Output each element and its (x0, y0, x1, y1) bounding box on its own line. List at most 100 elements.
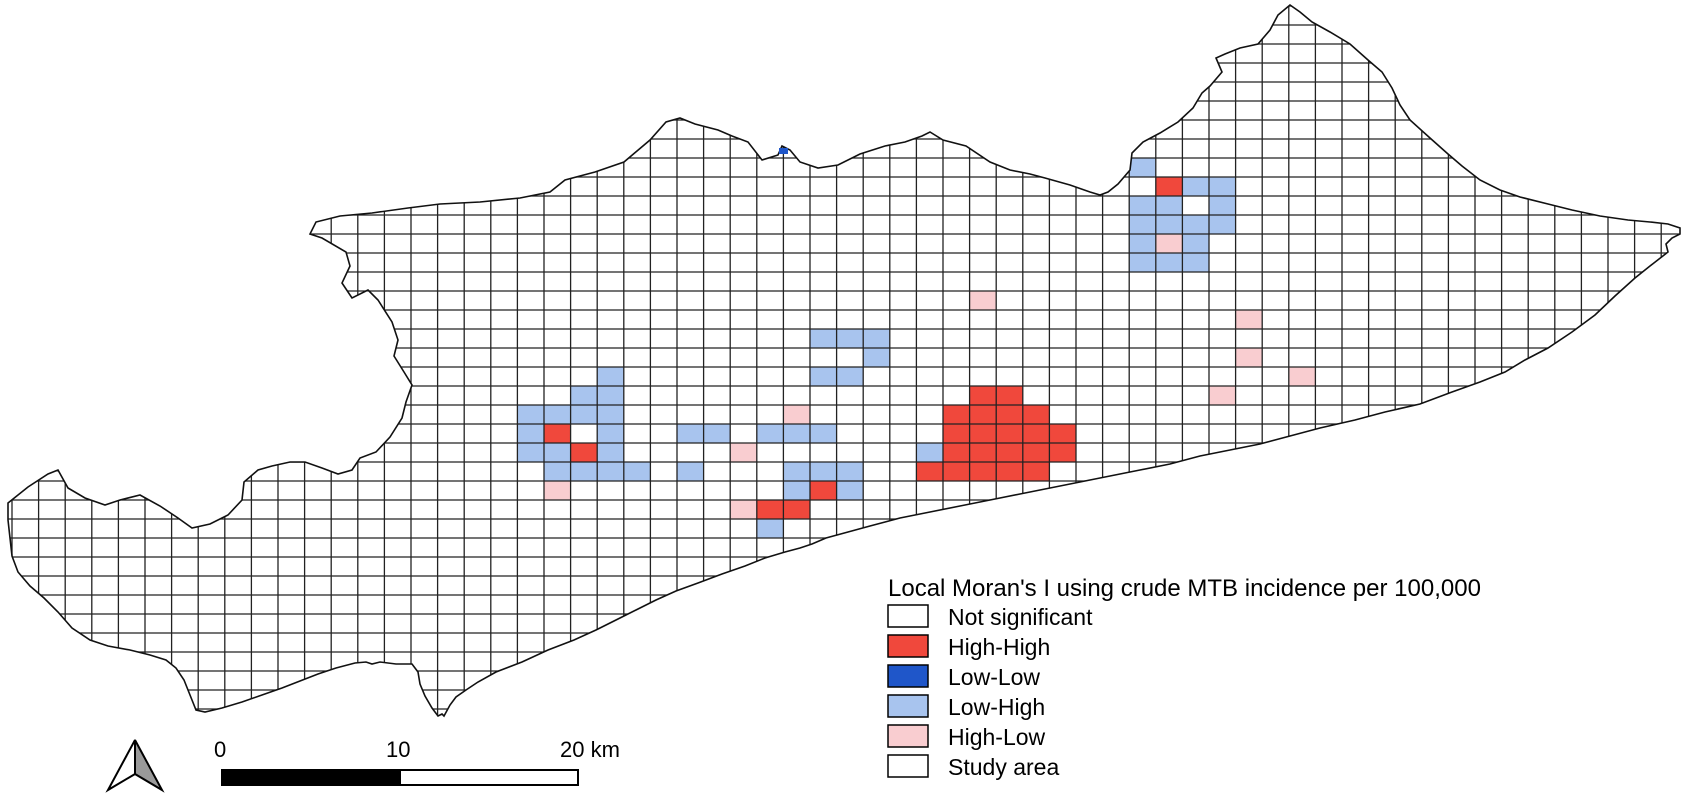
cluster-cell-hh (969, 405, 997, 424)
cluster-cell-lh (810, 367, 837, 386)
legend-label: High-Low (948, 724, 1046, 750)
cluster-cell-lh (544, 462, 571, 481)
cluster-cell-hh (943, 405, 970, 424)
cluster-cell-hh (783, 500, 810, 519)
cluster-cell-lh (1182, 177, 1209, 196)
cluster-cell-lh (836, 481, 864, 500)
cluster-cell-hh (996, 443, 1023, 462)
cluster-cell-lh (1155, 253, 1183, 272)
cluster-cell-lh (517, 443, 544, 462)
cluster-cell-lh (677, 462, 704, 481)
cluster-cell-lh (810, 424, 837, 443)
cluster-cell-lh (1182, 215, 1209, 234)
legend: Local Moran's I using crude MTB incidenc… (887, 575, 1481, 780)
cluster-cell-lh (863, 329, 890, 348)
cluster-cell-lh (544, 405, 571, 424)
legend-swatch (887, 694, 929, 718)
cluster-cell-hh (969, 424, 997, 443)
scale-bar-white-segment (399, 769, 579, 786)
cluster-cell-lh (1129, 253, 1156, 272)
cluster-cell-lh (836, 367, 864, 386)
scale-bar-black-segment (222, 770, 400, 785)
legend-swatch (887, 664, 929, 688)
scale-label-20km: 20 km (560, 737, 620, 762)
cluster-cell-hh (1022, 462, 1050, 481)
cluster-cell-lh (756, 424, 784, 443)
cluster-cell-hl (1288, 367, 1316, 386)
cluster-cell-lh (597, 462, 624, 481)
cluster-cell-lh (1209, 177, 1236, 196)
cluster-cell-lh (597, 405, 624, 424)
cluster-cell-lh (783, 481, 810, 500)
legend-swatch (887, 724, 929, 748)
cluster-cell-lh (756, 519, 784, 538)
study-area-fill (8, 5, 1680, 716)
cluster-cell-hh (916, 462, 943, 481)
legend-item-high-high: High-High (887, 634, 1050, 660)
cluster-cell-hh (1049, 443, 1076, 462)
cluster-cell-lh (597, 386, 624, 405)
legend-title: Local Moran's I using crude MTB incidenc… (888, 575, 1481, 602)
legend-label: Not significant (948, 604, 1093, 630)
legend-swatch (887, 634, 929, 658)
cluster-cell-lh (916, 443, 943, 462)
cluster-cell-hh (943, 424, 970, 443)
cluster-cell-lh (677, 424, 704, 443)
cluster-cell-lh (570, 405, 598, 424)
cluster-cell-hl (544, 481, 571, 500)
legend-label: Low-Low (948, 664, 1040, 690)
cluster-cell-lh (836, 329, 864, 348)
study-area-outline (7, 3, 1681, 718)
north-arrow-icon (105, 739, 165, 793)
cluster-cell-lh (1129, 215, 1156, 234)
cluster-cell-hl (730, 443, 757, 462)
cluster-cell-lh (810, 329, 837, 348)
cluster-cell-lh (1155, 196, 1183, 215)
cluster-cell-hh (756, 500, 784, 519)
cluster-cell-hh (1049, 424, 1076, 443)
cluster-cell-hh (1022, 405, 1050, 424)
legend-item-not-significant: Not significant (887, 604, 1093, 630)
cluster-cell-hh (996, 386, 1023, 405)
cluster-cell-lh (1209, 215, 1236, 234)
legend-label: Low-High (948, 694, 1045, 720)
cluster-cell-lh (597, 424, 624, 443)
cluster-cell-hh (943, 443, 970, 462)
cluster-cell-hh (996, 462, 1023, 481)
cluster-cell-hh (570, 443, 598, 462)
scale-label-0: 0 (214, 737, 226, 762)
cluster-cell-hh (544, 424, 571, 443)
cluster-cell-hl (730, 500, 757, 519)
cluster-cell-lh (1129, 196, 1156, 215)
legend-item-low-low: Low-Low (887, 664, 1040, 690)
cluster-cell-hh (1155, 177, 1183, 196)
cluster-cell-lh (517, 424, 544, 443)
cluster-cell-hl (1235, 310, 1263, 329)
cluster-cell-hl (1155, 234, 1183, 253)
low-low-cell (779, 148, 788, 154)
scale-bar: 0 10 20 km (214, 737, 620, 786)
cluster-cell-hh (996, 424, 1023, 443)
cluster-cell-hl (969, 291, 997, 310)
legend-swatch (887, 754, 929, 778)
cluster-cell-hh (943, 462, 970, 481)
cluster-cell-hh (810, 481, 837, 500)
legend-item-study-area: Study area (887, 754, 1059, 780)
cluster-cell-lh (1155, 215, 1183, 234)
cluster-cell-hh (969, 443, 997, 462)
cluster-cell-hl (1235, 348, 1263, 367)
cluster-cell-lh (1182, 234, 1209, 253)
cluster-cell-hh (969, 462, 997, 481)
cluster-cell-lh (1129, 158, 1156, 177)
cluster-cells (517, 158, 1316, 538)
cluster-cell-lh (863, 348, 890, 367)
cluster-cell-lh (1182, 253, 1209, 272)
cluster-cell-lh (810, 462, 837, 481)
cluster-cell-lh (1129, 234, 1156, 253)
legend-item-low-high: Low-High (887, 694, 1045, 720)
legend-label: High-High (948, 634, 1050, 660)
cluster-cell-lh (1209, 196, 1236, 215)
cluster-cell-lh (544, 443, 571, 462)
legend-swatch (887, 604, 929, 628)
cluster-cell-hh (1022, 443, 1050, 462)
